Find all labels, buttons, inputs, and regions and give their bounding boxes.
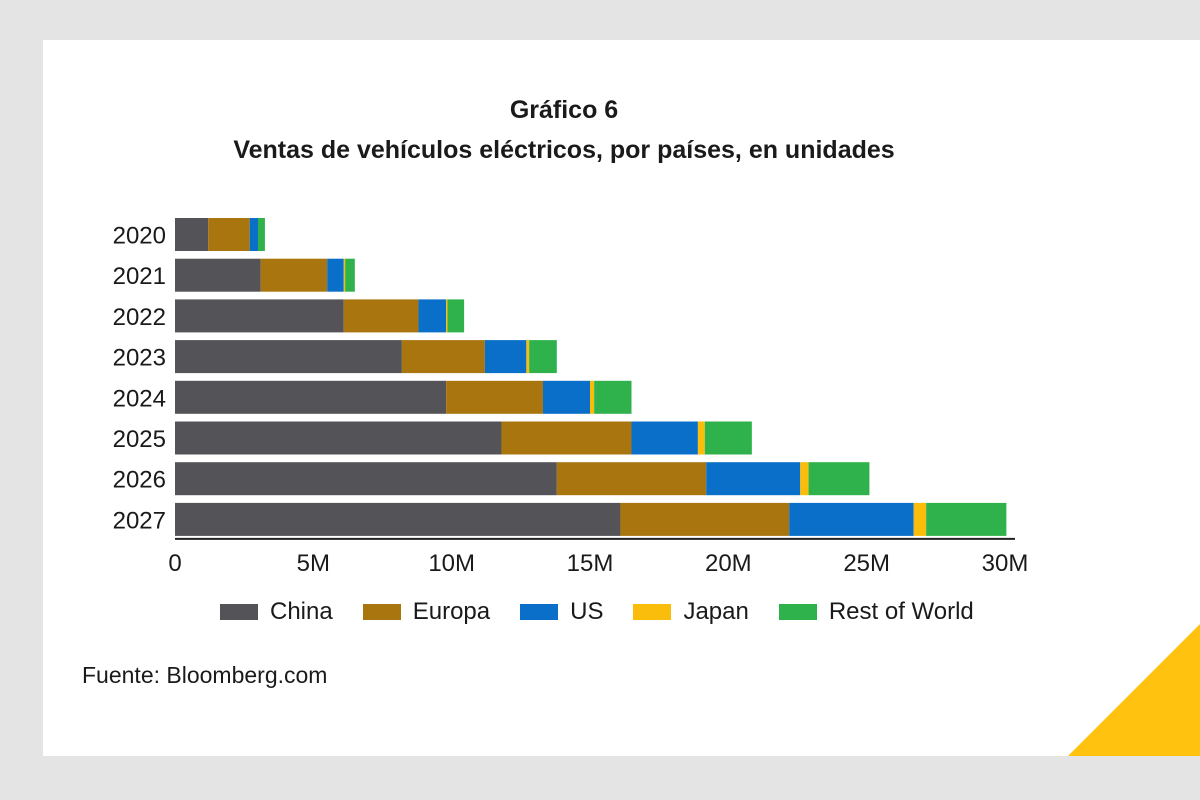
bar-japan-2026 xyxy=(800,462,809,496)
bar-europa-2024 xyxy=(446,380,543,414)
bar-china-2022 xyxy=(175,299,344,333)
bar-us-2022 xyxy=(418,299,447,333)
bar-rest-of-world-2024 xyxy=(594,380,632,414)
bar-china-2024 xyxy=(175,380,447,414)
x-tick-label-5m: 5M xyxy=(297,550,330,577)
bar-europa-2025 xyxy=(501,421,632,455)
legend-item-china: China xyxy=(220,598,333,626)
legend-label-japan: Japan xyxy=(683,598,749,625)
legend-swatch-china xyxy=(220,604,258,620)
bar-europa-2026 xyxy=(556,462,707,496)
bar-rest-of-world-2020 xyxy=(258,218,265,251)
bar-china-2023 xyxy=(175,340,402,374)
y-tick-label-2022: 2022 xyxy=(113,304,166,331)
bar-us-2024 xyxy=(542,380,590,414)
bar-japan-2023 xyxy=(526,340,530,374)
x-tick-label-30m: 30M xyxy=(982,550,1029,577)
legend-label-us: US xyxy=(570,598,604,625)
legend-swatch-europa xyxy=(362,604,401,620)
y-tick-label-2027: 2027 xyxy=(113,507,166,534)
legend-swatch-japan xyxy=(633,604,672,620)
bar-japan-2025 xyxy=(697,421,705,455)
y-tick-label-2023: 2023 xyxy=(113,345,166,372)
legend-item-rest-of-world: Rest of World xyxy=(778,598,974,626)
bar-china-2027 xyxy=(175,502,621,536)
bar-japan-2027 xyxy=(913,502,927,536)
y-tick-label-2020: 2020 xyxy=(113,223,166,250)
bar-china-2025 xyxy=(175,421,502,455)
bar-china-2021 xyxy=(175,258,261,292)
legend-swatch-rest-of-world xyxy=(778,604,817,620)
y-tick-label-2026: 2026 xyxy=(113,467,166,494)
x-tick-label-25m: 25M xyxy=(843,550,890,577)
x-tick-label-10m: 10M xyxy=(428,550,475,577)
bar-europa-2022 xyxy=(343,299,419,333)
legend-swatch-us xyxy=(520,604,559,620)
bar-europa-2021 xyxy=(260,258,328,292)
bar-japan-2021 xyxy=(343,258,346,292)
bar-us-2025 xyxy=(631,421,698,455)
chart-title: Gráfico 6 xyxy=(509,96,619,124)
bar-us-2023 xyxy=(484,340,527,374)
bar-europa-2023 xyxy=(401,340,485,374)
bar-china-2026 xyxy=(175,462,557,496)
bar-us-2020 xyxy=(249,218,258,251)
bar-japan-2024 xyxy=(590,380,595,414)
x-tick-label-20m: 20M xyxy=(705,550,752,577)
y-tick-label-2025: 2025 xyxy=(113,426,166,453)
y-tick-label-2021: 2021 xyxy=(113,263,166,290)
bar-rest-of-world-2023 xyxy=(529,340,557,374)
bar-us-2026 xyxy=(706,462,801,496)
bar-rest-of-world-2021 xyxy=(345,258,355,292)
legend-label-rest-of-world: Rest of World xyxy=(828,598,974,625)
legend-label-europa: Europa xyxy=(412,598,491,625)
corner-accent xyxy=(1068,624,1200,756)
x-tick-label-15m: 15M xyxy=(567,550,614,577)
legend: China Europa US Japan Rest of World xyxy=(220,598,1004,626)
bar-rest-of-world-2025 xyxy=(704,421,752,455)
chart-subtitle: Ventas de vehículos eléctricos, por país… xyxy=(233,136,895,164)
y-tick-label-2024: 2024 xyxy=(113,385,166,412)
bar-rest-of-world-2027 xyxy=(926,502,1007,536)
legend-item-europa: Europa xyxy=(362,598,491,626)
bar-us-2027 xyxy=(789,502,914,536)
bar-china-2020 xyxy=(175,218,209,251)
bar-rest-of-world-2026 xyxy=(808,462,870,496)
bar-japan-2022 xyxy=(446,299,448,333)
legend-item-japan: Japan xyxy=(633,598,749,626)
bar-europa-2020 xyxy=(208,218,250,251)
source-note: Fuente: Bloomberg.com xyxy=(82,662,328,688)
legend-item-us: US xyxy=(520,598,603,626)
bar-rest-of-world-2022 xyxy=(447,299,465,333)
x-tick-label-0: 0 xyxy=(168,550,181,577)
legend-label-china: China xyxy=(270,598,333,625)
bar-us-2021 xyxy=(327,258,344,292)
bar-europa-2027 xyxy=(620,502,790,536)
